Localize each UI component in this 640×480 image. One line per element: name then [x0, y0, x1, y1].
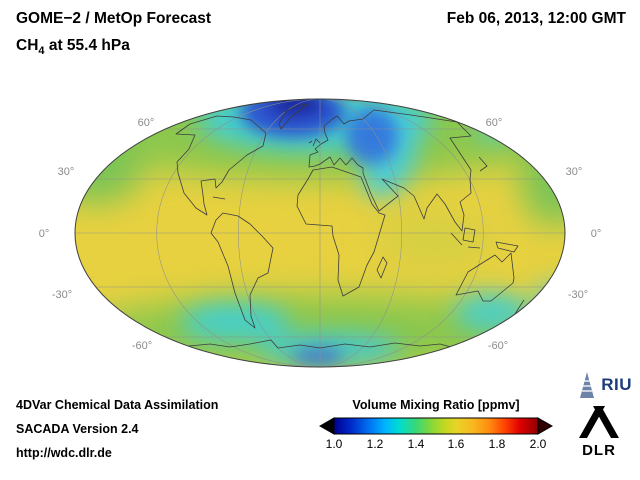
island-java [467, 246, 481, 249]
continent-south-america [210, 212, 274, 329]
island-madagascar [376, 256, 388, 279]
lat-label: -60° [488, 340, 508, 352]
dlr-emblem-icon [579, 406, 619, 438]
colorbar-title: Volume Mixing Ratio [ppmv] [352, 398, 520, 412]
continent-africa [296, 166, 386, 297]
colorbar-tick-label: 1.8 [488, 437, 506, 451]
island-borneo [462, 227, 476, 243]
field-blob [346, 108, 398, 164]
species-subscript: 4 [38, 45, 45, 58]
colorbar-tick-label: 1.4 [407, 437, 425, 451]
colorbar-gradient [319, 417, 553, 435]
meridian-line [156, 99, 484, 367]
meridian-line [238, 99, 402, 367]
lat-label: 30° [58, 166, 75, 178]
continent-australia [455, 252, 515, 302]
island-japan [478, 156, 488, 172]
latitude-labels: 60° 60° 30° 30° 0° 0° -30° -30° -60° -60… [39, 117, 602, 352]
continent-north-america [175, 115, 267, 216]
dlr-logo-text: DLR [582, 442, 616, 459]
lat-label: -60° [132, 340, 152, 352]
species-level-label: CH4 at 55.4 hPa [16, 37, 211, 57]
island-new-guinea [495, 241, 519, 253]
pressure-level: at 55.4 hPa [44, 37, 130, 54]
field-blob [520, 138, 565, 226]
continent-eurasia [308, 109, 472, 232]
riu-logo: RIU [578, 372, 632, 398]
riu-logo-text: RIU [601, 375, 632, 394]
field-blob [180, 303, 290, 341]
header: GOME−2 / MetOp Forecast CH4 at 55.4 hPa … [16, 10, 626, 57]
colorbar-tick-label: 2.0 [529, 437, 547, 451]
lat-label: -30° [568, 289, 588, 301]
dlr-logo: DLR [568, 404, 630, 459]
map-graticule [75, 99, 565, 367]
field-blob [292, 348, 344, 366]
colorbar: Volume Mixing Ratio [ppmv] [316, 398, 556, 451]
colorbar-tick-label: 1.0 [325, 437, 343, 451]
ch4-field [75, 99, 565, 367]
field-blob [375, 214, 495, 266]
colorbar-left-arrow [319, 417, 335, 435]
lat-label: 30° [566, 166, 583, 178]
colorbar-tick-label: 1.2 [366, 437, 384, 451]
continent-outlines [175, 103, 525, 367]
colorbar-tick-label: 1.6 [447, 437, 465, 451]
colorbar-tick-labels: 1.0 1.2 1.4 1.6 1.8 2.0 [316, 437, 556, 451]
island-sumatra [450, 232, 463, 246]
map-ellipse-outline [74, 98, 566, 368]
attribution-line-2: SACADA Version 2.4 [16, 422, 139, 436]
lat-label: 0° [591, 228, 602, 240]
page-title: GOME−2 / MetOp Forecast [16, 10, 212, 27]
species-symbol: CH [16, 37, 39, 54]
datetime-label: Feb 06, 2013, 12:00 GMT [446, 10, 626, 27]
island-ireland [308, 140, 313, 144]
field-blob [535, 281, 565, 313]
colorbar-bar [333, 417, 539, 435]
lat-label: -30° [52, 289, 72, 301]
field-blob [268, 99, 324, 117]
attribution-line-1: 4DVar Chemical Data Assimilation [16, 398, 219, 412]
attribution-url: http://wdc.dlr.de [16, 446, 112, 460]
island-new-zealand [514, 299, 525, 315]
header-left: GOME−2 / MetOp Forecast CH4 at 55.4 hPa [16, 10, 211, 57]
island-britain [312, 138, 321, 147]
riu-spire-icon [580, 372, 595, 398]
lat-label: 60° [486, 117, 503, 129]
colorbar-right-arrow [537, 417, 553, 435]
continent-greenland [278, 103, 309, 130]
lat-label: 60° [138, 117, 155, 129]
lat-label: 0° [39, 228, 50, 240]
island-cuba [212, 196, 226, 200]
